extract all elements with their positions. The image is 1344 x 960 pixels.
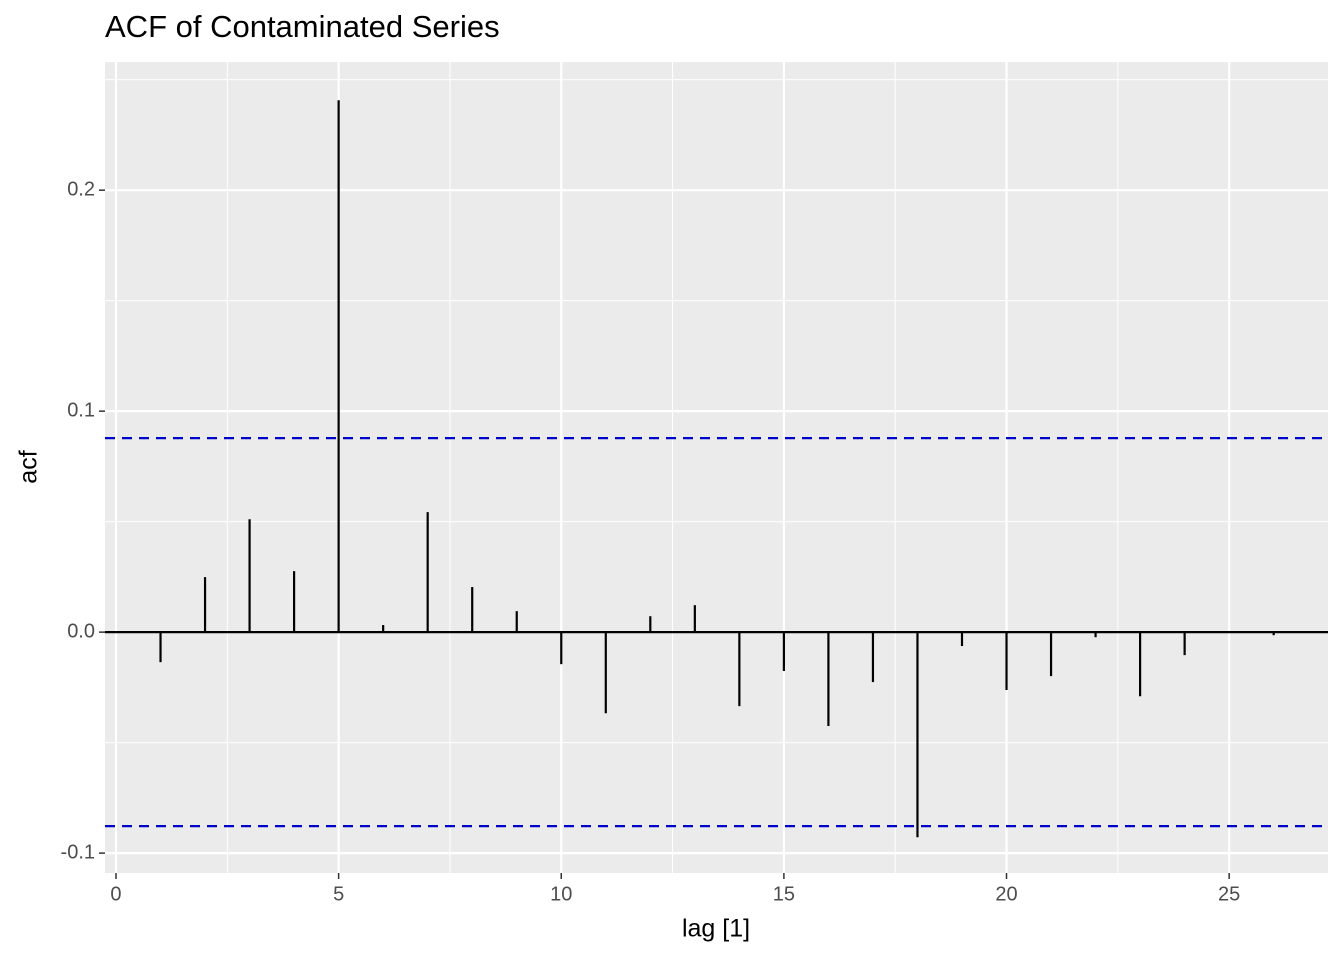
y-tick-label: -0.1 [61,841,95,863]
chart-title: ACF of Contaminated Series [105,9,500,44]
y-axis-title: acf [15,450,43,483]
x-axis-title: lag [1] [682,915,750,943]
x-tick-label: 5 [333,883,344,905]
x-tick-label: 15 [773,883,795,905]
x-tick-label: 20 [995,883,1017,905]
y-tick-label: 0.0 [67,620,95,642]
y-tick-label: 0.1 [67,399,95,421]
x-tick-label: 25 [1218,883,1240,905]
x-tick-label: 10 [550,883,572,905]
y-tick-label: 0.2 [67,178,95,200]
x-tick-label: 0 [110,883,121,905]
panel [105,62,1328,873]
